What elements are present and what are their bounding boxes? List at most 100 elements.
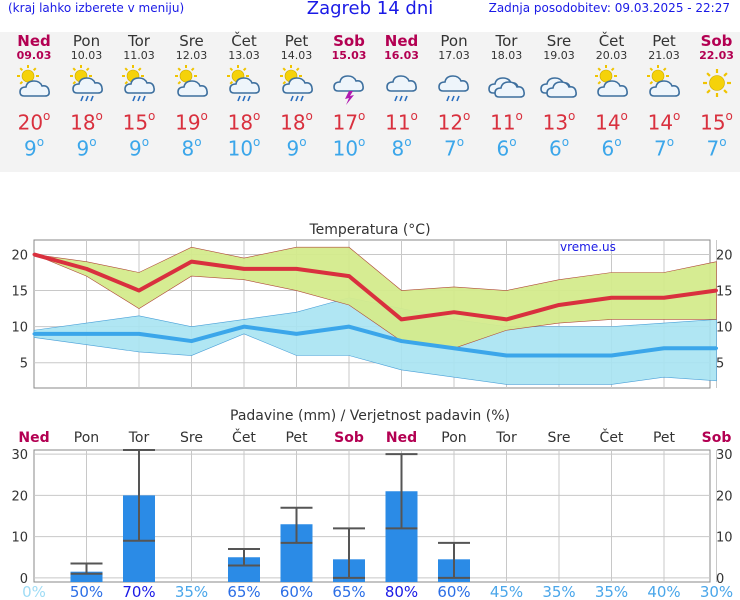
min-temperature: 6o [548, 135, 570, 161]
day-name: Čet [598, 32, 625, 50]
day-date: 16.03 [384, 49, 419, 62]
day-forecast: Sre 19.03 13o 6o [533, 32, 585, 161]
min-temperature: 10o [227, 135, 261, 161]
precipitation-probability: 60% [437, 583, 470, 600]
day-date: 19.03 [543, 49, 575, 62]
top-bar: (kraj lahko izberete v meniju) Zagreb 14… [0, 0, 740, 22]
day-date: 09.03 [16, 49, 52, 62]
day-label: Pet [285, 430, 308, 446]
day-name: Tor [495, 32, 518, 50]
last-updated: Zadnja posodobitev: 09.03.2025 - 22:27 [488, 1, 730, 15]
cloudy-icon [481, 62, 533, 106]
y-tick-label-right: 10 [716, 321, 733, 336]
min-temp-line [34, 324, 717, 358]
min-temp-point [610, 354, 613, 358]
day-forecast: Sob 15.03 17o 10o [323, 32, 375, 161]
y-tick-label: 10 [11, 321, 28, 336]
max-temp-point [347, 274, 351, 278]
precipitation-probability: 40% [647, 583, 680, 600]
max-temperature: 17o [332, 109, 366, 135]
min-temp-point [347, 325, 351, 329]
day-name: Sob [700, 32, 733, 50]
daily-forecast-strip: Ned 09.03 20o 9o Pon 10.03 18o 9o Tor 11.03 15o 9o S… [0, 32, 740, 172]
day-name: Pon [440, 32, 468, 50]
cloudy-icon [533, 62, 585, 106]
y-tick-label: 10 [11, 531, 28, 546]
max-temperature: 13o [542, 109, 576, 135]
y-tick-label-right: 0 [716, 572, 724, 587]
partly-cloudy-icon [166, 62, 218, 106]
chart-title: Temperatura (°C) [308, 222, 430, 238]
max-temp-point [662, 296, 666, 300]
sun-cloud-rain-icon [61, 62, 113, 106]
day-date: 22.03 [699, 49, 734, 62]
day-forecast: Tor 18.03 11o 6o [481, 32, 533, 161]
partly-cloudy-icon [638, 62, 690, 106]
day-label: Pon [441, 430, 466, 446]
min-temp-point [452, 346, 456, 350]
min-temp-point [32, 332, 36, 336]
max-temp-point [505, 317, 508, 321]
day-name: Čet [231, 32, 257, 50]
max-temp-point [610, 296, 613, 300]
max-temperature: 14o [595, 109, 628, 135]
day-label: Ned [18, 430, 49, 446]
max-temperature: 15o [122, 109, 156, 135]
max-temperature: 20o [17, 109, 51, 135]
min-temp-point [557, 354, 561, 358]
precipitation-probability: 30% [700, 583, 733, 600]
precipitation-probability: 70% [122, 583, 155, 600]
day-forecast: Ned 09.03 20o 9o [8, 32, 60, 161]
day-name: Ned [17, 32, 51, 50]
max-temp-point [32, 252, 36, 256]
day-name: Tor [128, 32, 150, 50]
min-temperature: 6o [496, 135, 517, 161]
min-temp-point [190, 339, 193, 343]
cloud-rain-icon [428, 62, 480, 106]
day-label: Tor [128, 430, 150, 446]
y-tick-label: 20 [11, 489, 28, 504]
day-date: 18.03 [490, 49, 523, 62]
y-tick-label-right: 20 [716, 489, 733, 504]
day-forecast: Pet 14.03 18o 9o [271, 32, 323, 161]
y-tick-label-right: 20 [716, 248, 733, 263]
max-temperature: 12o [437, 109, 471, 135]
y-tick-label: 30 [11, 448, 28, 463]
min-temperature: 9o [286, 135, 307, 161]
temperature-chart: Temperatura (°C) 5 5 10 10 15 15 20 20 vreme.us [11, 222, 733, 389]
day-forecast: Ned 16.03 11o 8o [376, 32, 428, 161]
max-temp-point [400, 317, 403, 321]
max-temp-point [452, 310, 456, 314]
min-temp-point [400, 339, 403, 343]
y-tick-label-right: 15 [716, 285, 733, 300]
max-temp-point [295, 267, 298, 271]
precipitation-probability: 50% [70, 583, 103, 600]
precipitation-probability: 35% [595, 583, 628, 600]
day-forecast: Čet 13.03 18o 10o [218, 32, 270, 161]
min-temperature: 9o [23, 135, 45, 161]
day-forecast: Sob 22.03 15o 7o [691, 32, 740, 161]
chart-title: Padavine (mm) / Verjetnost padavin (%) [230, 408, 510, 424]
min-temperature: 7o [653, 135, 675, 161]
precipitation-probability: 45% [490, 583, 523, 600]
location-hint: (kraj lahko izberete v meniju) [8, 1, 185, 15]
day-label: Sre [180, 430, 203, 446]
y-tick-label-right: 30 [716, 448, 733, 463]
min-temperature: 9o [128, 135, 150, 161]
day-date: 21.03 [648, 49, 680, 62]
min-temperature: 7o [706, 135, 727, 161]
day-name: Sre [179, 32, 204, 50]
min-temp-point [85, 332, 88, 336]
sun-cloud-rain-icon [218, 62, 270, 106]
max-temperature: 19o [175, 109, 208, 135]
partly-cloudy-icon [8, 62, 60, 106]
cloud-rain-icon [376, 62, 428, 106]
max-temperature: 18o [227, 109, 261, 135]
precipitation-probability: 65% [332, 583, 365, 600]
y-tick-label: 20 [11, 248, 28, 263]
y-tick-label: 0 [20, 572, 28, 587]
precipitation-chart: Padavine (mm) / Verjetnost padavin (%) Ne… [11, 408, 733, 600]
precipitation-probability: 80% [385, 583, 418, 600]
min-temp-point [137, 332, 141, 336]
min-temperature: 9o [76, 135, 97, 161]
